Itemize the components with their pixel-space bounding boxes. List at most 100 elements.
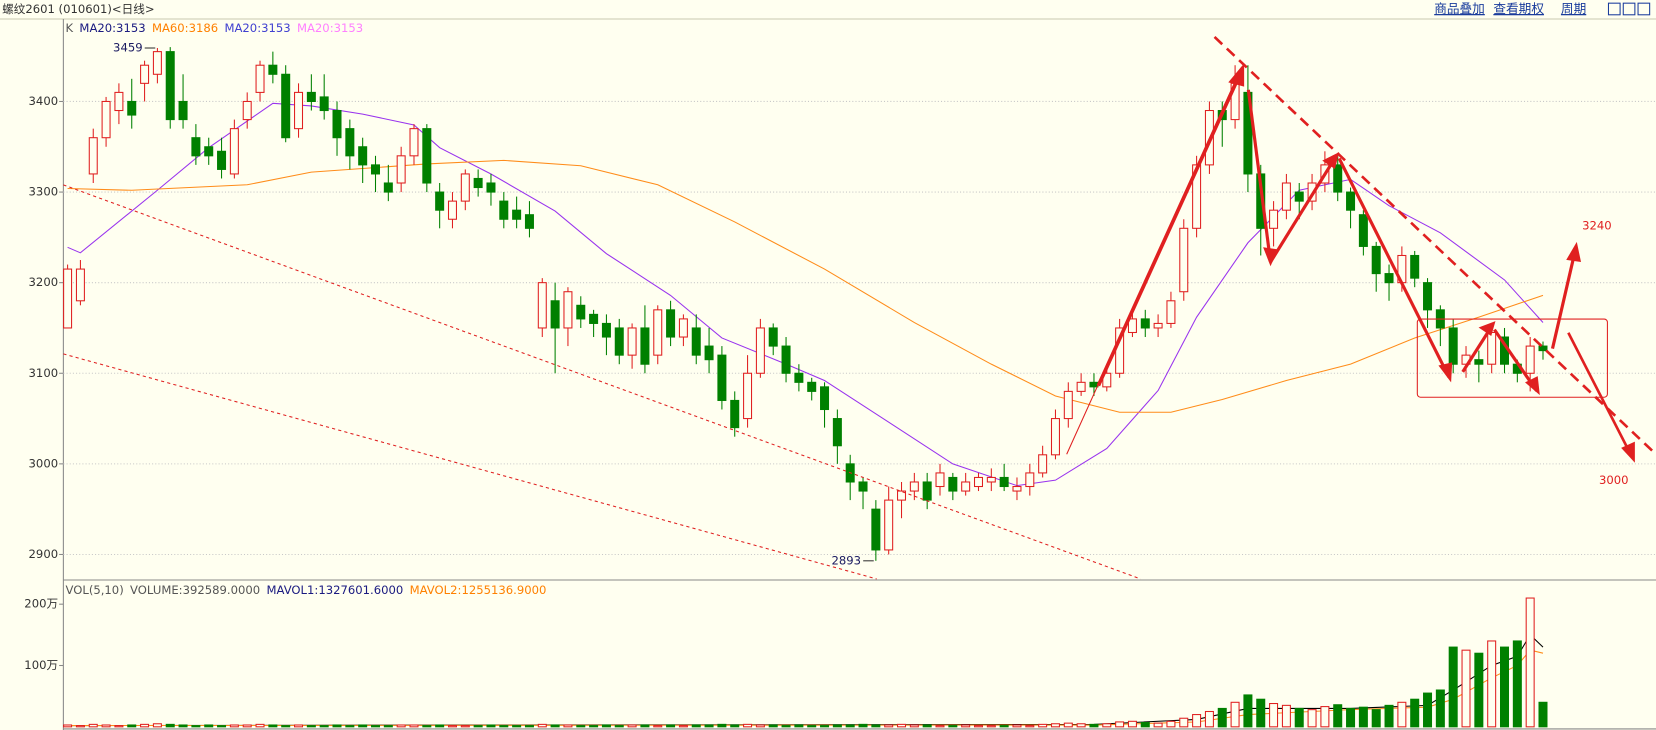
- volume-bar: [1487, 640, 1497, 728]
- volume-bar: [871, 724, 881, 728]
- candle-body: [486, 182, 496, 193]
- volume-bar: [1076, 723, 1086, 728]
- volume-bar: [794, 724, 804, 728]
- volume-bar: [1538, 701, 1548, 728]
- y-tick-label: 200万: [24, 597, 58, 611]
- high-label: 3459: [113, 41, 143, 55]
- candle-body: [1179, 227, 1189, 293]
- candle-body: [922, 481, 932, 501]
- candle-body: [730, 399, 740, 429]
- page-title: 螺纹2601 (010601)<日线>: [2, 2, 154, 16]
- candle-body: [1333, 164, 1343, 193]
- candle-body: [1153, 322, 1163, 329]
- candle-body: [114, 91, 124, 112]
- volume-bar: [678, 725, 688, 728]
- volume-bar: [88, 723, 98, 728]
- volume-bar: [897, 723, 907, 728]
- volume-bar: [717, 723, 727, 728]
- volume-bar: [447, 725, 457, 728]
- candle-body: [781, 345, 791, 374]
- candle-body: [1487, 331, 1497, 365]
- volume-bar: [383, 725, 393, 728]
- candle-body: [165, 51, 175, 121]
- volume-bar: [435, 724, 445, 728]
- volume-bar: [922, 724, 932, 728]
- candle-body: [666, 309, 676, 338]
- candle-body: [409, 128, 419, 157]
- candle-body: [1384, 273, 1394, 284]
- legend-item: MAVOL1:1327601.6000: [266, 583, 403, 597]
- volume-bar: [781, 725, 791, 728]
- volume-bar: [1281, 704, 1291, 728]
- candle-body: [217, 150, 227, 170]
- candle-body: [704, 345, 714, 361]
- candle-body: [973, 476, 983, 488]
- candle-body: [691, 327, 701, 356]
- volume-bar: [1320, 706, 1330, 728]
- volume-bar: [460, 725, 470, 728]
- volume-bar: [1474, 652, 1484, 728]
- candle-body: [178, 100, 188, 121]
- volume-bar: [1512, 640, 1522, 728]
- candle-body: [614, 327, 624, 356]
- volume-bar: [358, 724, 368, 728]
- candle-body: [152, 51, 162, 75]
- candle-body: [358, 146, 368, 166]
- volume-bar: [1217, 707, 1227, 728]
- volume-bar: [1256, 698, 1266, 728]
- candle-body: [1474, 359, 1484, 365]
- volume-bar: [691, 724, 701, 728]
- volume-bar: [961, 724, 971, 728]
- candle-body: [512, 209, 522, 220]
- candle-body: [858, 481, 868, 492]
- volume-bar: [743, 723, 753, 728]
- candle-body: [1448, 327, 1458, 365]
- candle-body: [422, 128, 432, 184]
- candle-body: [999, 476, 1009, 488]
- candle-body: [653, 309, 663, 356]
- volume-bar: [1140, 722, 1150, 728]
- candle-body: [871, 508, 881, 551]
- volume-bar: [986, 725, 996, 728]
- volume-bar: [370, 725, 381, 728]
- volume-bar: [114, 725, 124, 728]
- volume-bar: [807, 725, 817, 728]
- candle-body: [832, 418, 842, 447]
- candle-body: [127, 100, 137, 116]
- volume-bar: [1204, 710, 1214, 728]
- volume-bar: [820, 725, 830, 728]
- volume-bar: [730, 724, 740, 728]
- volume-bar: [935, 725, 945, 728]
- candle-body: [1294, 191, 1304, 202]
- volume-bar: [1115, 721, 1125, 728]
- volume-bar: [127, 724, 137, 728]
- candle-body: [768, 327, 778, 347]
- candle-body: [447, 200, 457, 220]
- volume-bar: [1461, 649, 1471, 728]
- volume-bar: [589, 725, 599, 728]
- candle-body: [909, 481, 919, 492]
- candle-body: [268, 64, 278, 75]
- volume-bar: [1410, 698, 1420, 728]
- candle-body: [140, 64, 150, 84]
- volume-bar: [165, 723, 175, 728]
- candle-body: [101, 100, 111, 139]
- volume-bar: [512, 725, 522, 728]
- candle-body: [1525, 345, 1535, 374]
- volume-bar: [1269, 702, 1279, 728]
- candle-body: [88, 137, 98, 175]
- volume-bar: [409, 724, 419, 728]
- volume-bar: [1500, 646, 1510, 728]
- link[interactable]: 周期: [1561, 1, 1586, 16]
- top-bar: [0, 0, 1656, 20]
- link[interactable]: 商品叠加: [1434, 1, 1485, 16]
- volume-bar: [345, 725, 355, 728]
- volume-bar: [1294, 707, 1304, 728]
- volume-bar: [1435, 689, 1445, 728]
- candle-body: [755, 327, 765, 374]
- toolbar-icons[interactable]: [1607, 2, 1651, 16]
- link[interactable]: 查看期权: [1493, 1, 1544, 16]
- volume-bar: [832, 724, 842, 728]
